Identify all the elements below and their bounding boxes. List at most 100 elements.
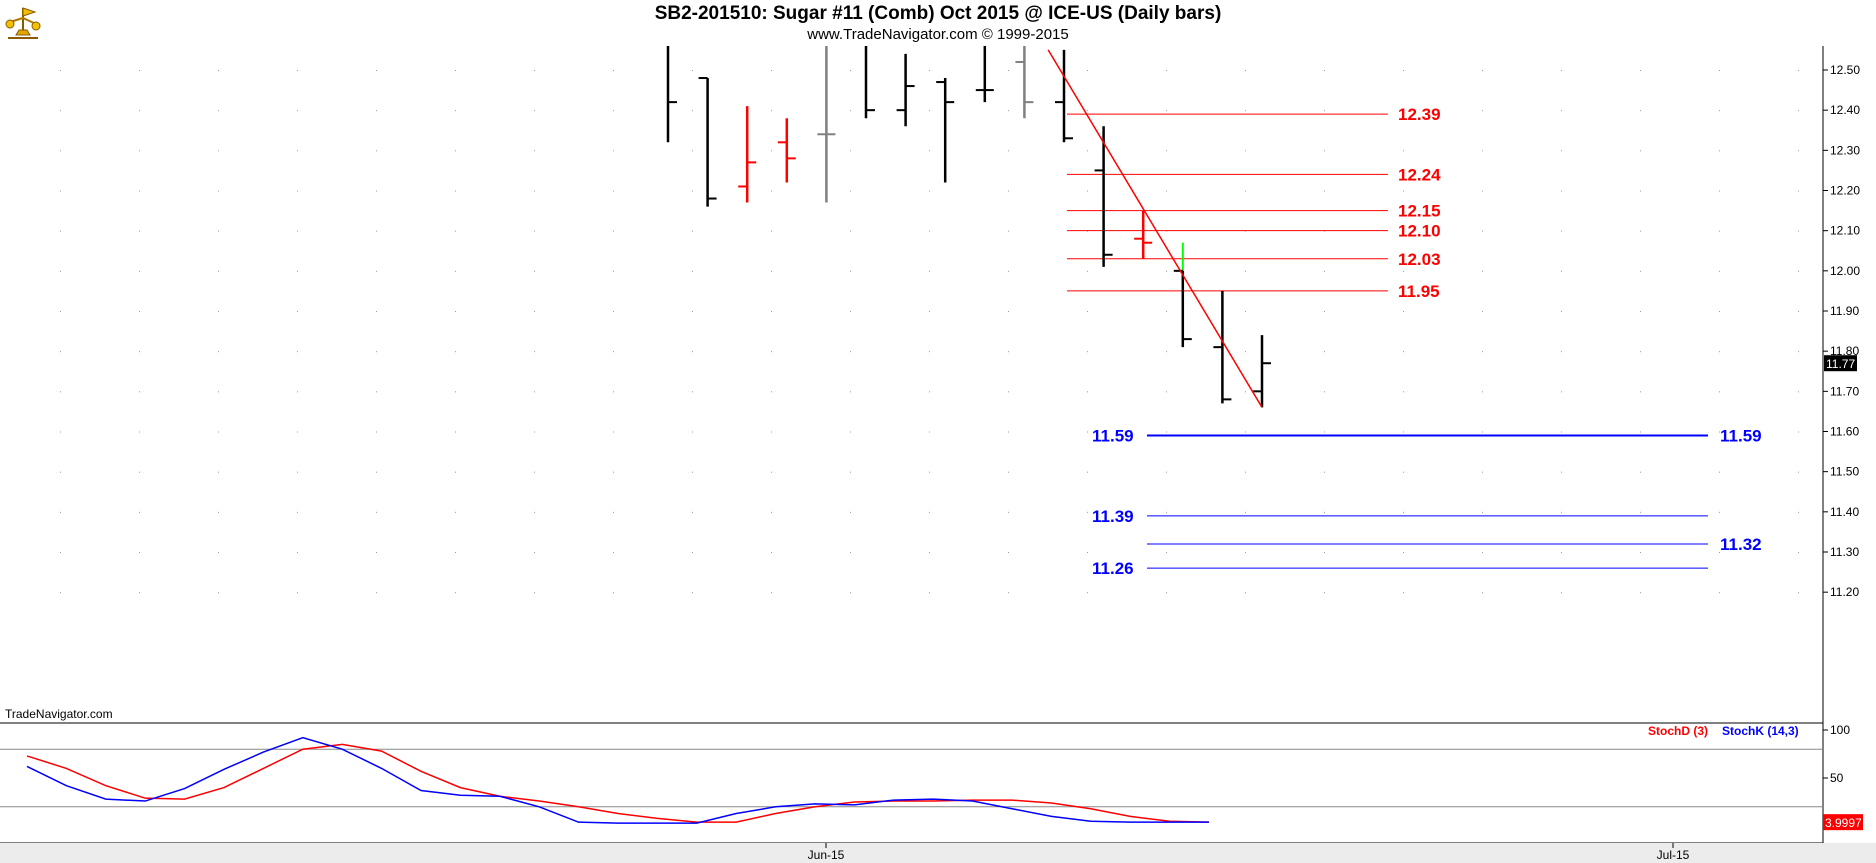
- grid-dot: [1798, 110, 1799, 112]
- grid-dot: [771, 190, 772, 192]
- trade-navigator-logo-icon: [5, 7, 41, 39]
- grid-dot: [692, 311, 693, 312]
- grid-dot: [376, 270, 377, 272]
- grid-dot: [1008, 70, 1009, 71]
- grid-dot: [1561, 471, 1562, 473]
- grid-dot: [1482, 190, 1483, 192]
- grid-dot: [1008, 230, 1009, 232]
- grid-dot: [850, 150, 851, 152]
- ohlc-bar: [1134, 210, 1153, 259]
- stoch-tick-label: 50: [1830, 771, 1844, 785]
- grid-dot: [1640, 471, 1641, 473]
- grid-dot: [297, 552, 298, 553]
- grid-dot: [534, 511, 535, 513]
- grid-dot: [1482, 351, 1483, 353]
- grid-dot: [1087, 391, 1088, 393]
- grid-dot: [1166, 190, 1167, 192]
- stoch-last-value-label: 3.9997: [1825, 816, 1862, 830]
- grid-dot: [1087, 431, 1088, 433]
- grid-dot: [218, 511, 219, 513]
- grid-dot: [1798, 270, 1799, 272]
- grid-dot: [60, 431, 61, 433]
- grid-dot: [692, 351, 693, 353]
- grid-dot: [1324, 511, 1325, 513]
- grid-dot: [1403, 471, 1404, 473]
- grid-dot: [376, 592, 377, 594]
- grid-dot: [297, 471, 298, 473]
- grid-dot: [692, 391, 693, 393]
- grid-dot: [1403, 592, 1404, 594]
- grid-dot: [60, 150, 61, 152]
- grid-dot: [218, 110, 219, 112]
- ohlc-bar: [1094, 126, 1113, 267]
- grid-dot: [1087, 70, 1088, 71]
- price-tick-label: 12.20: [1830, 184, 1860, 198]
- grid-dot: [1561, 311, 1562, 312]
- trendline: [1047, 49, 1263, 408]
- grid-dot: [850, 110, 851, 112]
- grid-dot: [1482, 511, 1483, 513]
- grid-dot: [771, 552, 772, 553]
- trend-line: [1047, 49, 1263, 408]
- grid-dot: [1798, 592, 1799, 594]
- fib-resistance-label: 12.39: [1398, 105, 1441, 124]
- grid-dot: [692, 150, 693, 152]
- grid-dot: [1640, 150, 1641, 152]
- grid-dot: [1482, 311, 1483, 312]
- grid-dot: [1245, 110, 1246, 112]
- grid-dot: [929, 150, 930, 152]
- grid-dot: [1245, 552, 1246, 553]
- grid-dot: [1640, 552, 1641, 553]
- grid-dot: [139, 391, 140, 393]
- grid-dot: [1640, 431, 1641, 433]
- stoch-series-line: [26, 736, 1209, 824]
- grid-dot: [376, 230, 377, 232]
- grid-dot: [850, 190, 851, 192]
- grid-dot: [455, 511, 456, 513]
- grid-dot: [850, 270, 851, 272]
- grid-dot: [1324, 270, 1325, 272]
- grid-dot: [692, 70, 693, 71]
- grid-dot: [60, 471, 61, 473]
- price-tick-label: 12.30: [1830, 143, 1860, 157]
- grid-dot: [1008, 270, 1009, 272]
- grid-dot: [1087, 270, 1088, 272]
- grid-dot: [1482, 270, 1483, 272]
- grid-dot: [297, 190, 298, 192]
- grid-dot: [534, 552, 535, 553]
- price-tick-label: 11.40: [1830, 505, 1859, 519]
- grid-dot: [613, 431, 614, 433]
- grid-dot: [534, 391, 535, 393]
- grid-dot: [692, 552, 693, 553]
- grid-dot: [1324, 391, 1325, 393]
- grid-dot: [613, 592, 614, 594]
- grid-dot: [1008, 351, 1009, 353]
- ohlc-bar: [698, 77, 717, 207]
- grid-dot: [929, 592, 930, 594]
- grid-dot: [1482, 110, 1483, 112]
- grid-dot: [1640, 230, 1641, 232]
- grid-dot: [1324, 70, 1325, 71]
- grid-dot: [1719, 431, 1720, 433]
- grid-dot: [1087, 471, 1088, 473]
- grid-dot: [1482, 230, 1483, 232]
- grid-dot: [1798, 511, 1799, 513]
- stoch-d-legend: StochD (3): [1648, 724, 1708, 738]
- grid-dot: [1166, 511, 1167, 513]
- ohlc-bar: [1015, 46, 1034, 119]
- grid-dot: [218, 431, 219, 433]
- grid-dot: [218, 190, 219, 192]
- grid-dot: [1403, 311, 1404, 312]
- price-tick-label: 11.30: [1830, 545, 1859, 559]
- grid-dot: [771, 351, 772, 353]
- grid-dot: [1403, 351, 1404, 353]
- ohlc-bar: [1213, 290, 1232, 404]
- grid-dot: [1798, 391, 1799, 393]
- time-axis: Jun-15 Jul-15: [0, 842, 1876, 863]
- price-tick-label: 11.70: [1830, 384, 1859, 398]
- ohlc-bar: [1173, 242, 1192, 348]
- grid-dot: [60, 552, 61, 553]
- grid-dot: [1403, 431, 1404, 433]
- grid-dot: [1640, 110, 1641, 112]
- fib-resistance-label: 12.24: [1398, 165, 1441, 184]
